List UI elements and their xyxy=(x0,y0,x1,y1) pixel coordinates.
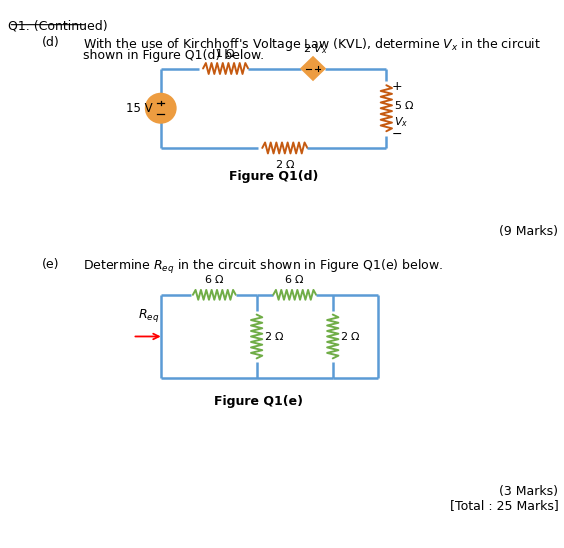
Text: With the use of Kirchhoff's Voltage Law (KVL), determine $V_x$ in the circuit: With the use of Kirchhoff's Voltage Law … xyxy=(83,36,541,53)
Text: Figure Q1(e): Figure Q1(e) xyxy=(214,395,302,408)
Text: 5 $\Omega$: 5 $\Omega$ xyxy=(394,100,415,111)
Text: 15 V: 15 V xyxy=(126,102,152,115)
Text: $R_{eq}$: $R_{eq}$ xyxy=(138,307,159,324)
Text: +: + xyxy=(392,80,403,93)
Text: $V_x$: $V_x$ xyxy=(394,115,408,129)
Text: (9 Marks): (9 Marks) xyxy=(499,225,558,238)
Text: 1 $\Omega$: 1 $\Omega$ xyxy=(215,47,236,59)
Text: (3 Marks): (3 Marks) xyxy=(499,485,558,498)
Text: (d): (d) xyxy=(42,36,60,49)
Text: 2 $\Omega$: 2 $\Omega$ xyxy=(264,330,285,342)
Text: −: − xyxy=(392,128,403,141)
Text: Figure Q1(d): Figure Q1(d) xyxy=(229,170,318,183)
Text: 2 $V_x$: 2 $V_x$ xyxy=(303,43,328,56)
Text: 6 $\Omega$: 6 $\Omega$ xyxy=(284,273,305,285)
Text: shown in Figure Q1(d) below.: shown in Figure Q1(d) below. xyxy=(83,49,265,62)
Text: Determine $R_{eq}$ in the circuit shown in Figure Q1(e) below.: Determine $R_{eq}$ in the circuit shown … xyxy=(83,258,444,276)
Text: 2 $\Omega$: 2 $\Omega$ xyxy=(340,330,361,342)
Text: [Total : 25 Marks]: [Total : 25 Marks] xyxy=(450,499,558,512)
Polygon shape xyxy=(302,58,324,79)
Text: Q1. (Continued): Q1. (Continued) xyxy=(8,19,108,32)
Text: 6 $\Omega$: 6 $\Omega$ xyxy=(204,273,224,285)
Circle shape xyxy=(146,94,175,123)
Text: 2 $\Omega$: 2 $\Omega$ xyxy=(275,158,295,170)
Text: (e): (e) xyxy=(42,258,60,271)
